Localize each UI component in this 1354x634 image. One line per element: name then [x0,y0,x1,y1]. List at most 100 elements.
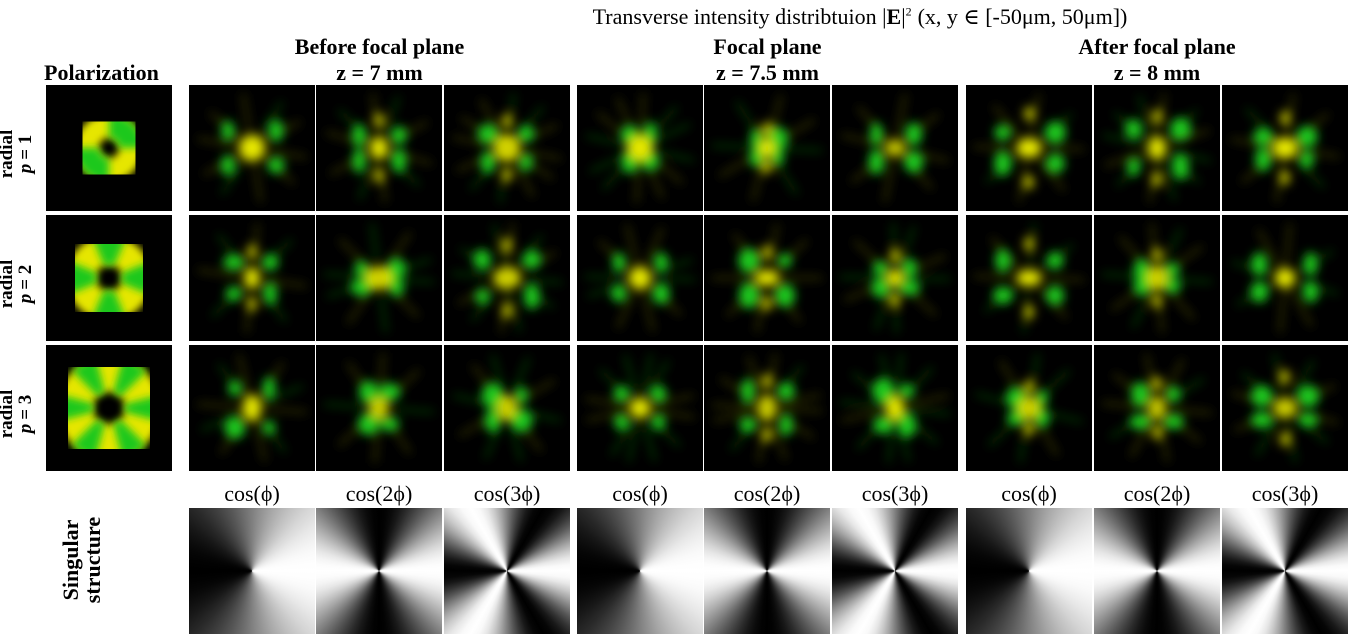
intensity-tile [966,215,1092,341]
green-lobe [740,417,757,432]
intensity-tile [704,85,830,211]
yellow-lobe [502,114,512,128]
green-lobe [873,416,893,433]
blobs [197,355,307,462]
polarization-pattern [46,215,172,341]
center-dark [376,405,382,411]
blobs [198,94,306,203]
blobs [976,354,1082,463]
blobs [840,223,950,333]
blobs [324,353,434,463]
row-p-value: = 2 [15,265,36,290]
intensity-tile [189,85,315,211]
intensity-pattern [1094,345,1220,471]
yellow-lobe [1152,109,1162,123]
green-lobe [515,387,527,405]
title-symbol: E [887,4,902,29]
intensity-pattern [832,85,958,211]
yellow-lobe [1152,173,1162,187]
green-lobe [1131,382,1150,406]
green-lobe [905,123,922,146]
green-lobe [870,123,882,146]
intensity-tile [577,345,703,471]
blobs [1232,354,1338,462]
green-lobe [1163,414,1183,429]
green-lobe [614,386,630,402]
green-lobe [654,253,668,273]
intensity-tile [704,345,830,471]
green-lobe [995,125,1011,140]
green-lobe [872,278,889,298]
row-order: p= 2 [16,224,35,344]
yellow-lobe [1024,237,1034,251]
intensity-pattern [444,215,570,341]
green-lobe [779,414,792,436]
yellow-lobe [374,169,384,183]
intensity-pattern [1094,215,1220,341]
green-lobe [478,124,498,143]
green-lobe [1304,252,1318,276]
green-lobe [1170,118,1191,141]
blobs [586,354,694,462]
singular-label-line: structure [82,495,104,625]
green-lobe [269,120,283,142]
center-lobe [1017,139,1042,158]
green-lobe [476,289,489,305]
blobs [585,225,695,332]
green-lobe [613,253,626,273]
intensity-tile [1094,215,1220,341]
center-dark [1154,405,1160,411]
green-lobe [611,285,626,302]
green-lobe [1296,126,1317,147]
yellow-lobe [762,122,772,136]
yellow-lobe [247,297,257,311]
center-dark [504,145,510,151]
intensity-tile [1222,345,1348,471]
green-lobe [523,250,541,269]
title-superscript: 2 [906,5,912,19]
center-lobe [629,267,650,289]
intensity-tile [577,85,703,211]
yellow-lobe [502,238,512,252]
yellow-lobe [1024,422,1034,436]
green-lobe [1130,414,1152,429]
green-lobe [1046,154,1065,174]
blobs [712,95,822,201]
green-lobe [738,248,760,272]
green-lobe [741,379,754,404]
yellow-lobe [1152,425,1162,439]
green-lobe [481,151,495,174]
green-lobe [353,148,366,173]
green-lobe [899,384,914,399]
intensity-tile [444,215,570,341]
green-lobe [268,157,285,173]
center-lobe [755,271,780,285]
yellow-lobe [1024,305,1034,319]
green-lobe [518,125,534,142]
blobs [1104,93,1211,202]
blobs [324,223,434,332]
yellow-lobe [247,245,257,259]
green-lobe [1298,413,1318,427]
center-dark [376,275,382,281]
singular-tile [316,508,442,634]
yellow-lobe [762,374,772,388]
center-lobe [1017,270,1041,285]
green-lobe [263,421,275,435]
green-lobe [222,121,235,141]
group-z: z = 7.5 mm [568,60,968,86]
yellow-lobe [374,113,384,127]
green-lobe [1165,263,1180,277]
figure: Transverse intensity distribtuion |E|2(x… [0,0,1354,634]
group-title: Before focal plane [180,34,580,60]
row-polarization: radial [0,224,16,344]
blobs [453,355,560,461]
singular-tile [704,508,830,634]
singular-label-line: Singular [60,495,82,625]
green-lobe [995,249,1011,272]
green-lobe [778,254,792,268]
intensity-tile [189,345,315,471]
blobs [452,223,562,332]
intensity-tile [444,345,570,471]
yellow-lobe [762,160,772,174]
